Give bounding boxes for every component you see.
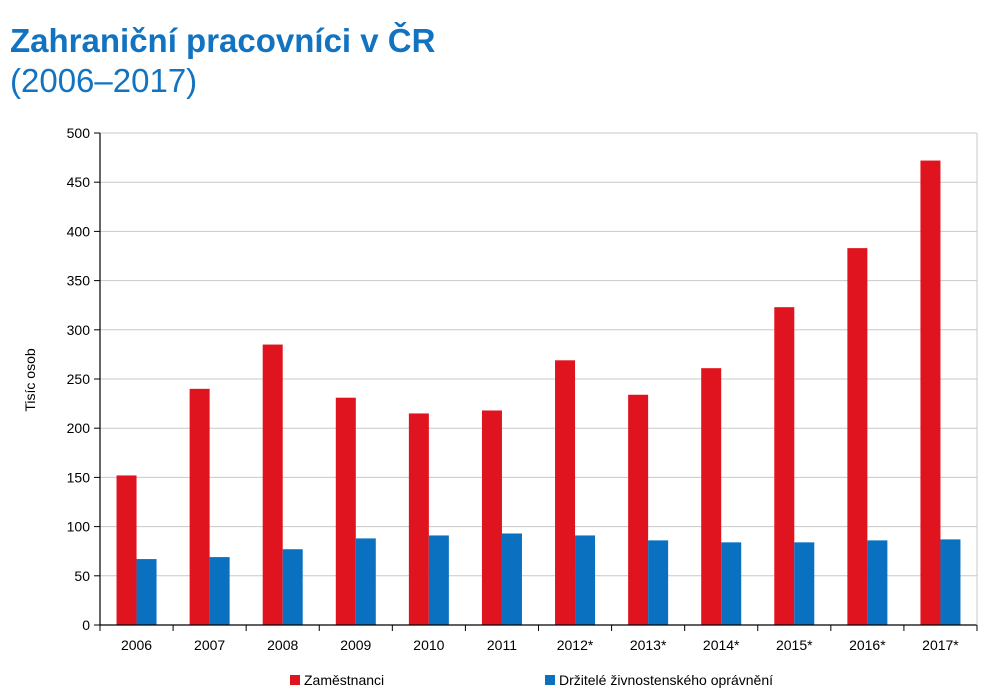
- bar-zamestnanci-2008: [262, 344, 283, 625]
- bar-zamestnanci-2010: [408, 413, 429, 625]
- bar-zamestnanci-2011: [481, 410, 502, 625]
- legend-swatch: [545, 675, 555, 685]
- y-tick-label: 450: [67, 174, 91, 190]
- x-tick-label: 2008: [267, 637, 298, 653]
- legend-swatch: [290, 675, 300, 685]
- legend: Zaměstnanci Držitelé živnostenského opráv…: [290, 672, 773, 688]
- x-tick-label: 2016*: [849, 637, 886, 653]
- bars: [116, 160, 961, 626]
- y-tick-label: 150: [67, 469, 91, 485]
- y-tick-label: 500: [67, 125, 91, 141]
- x-tick-label: 2015*: [776, 637, 813, 653]
- bar-zamestnanci-2009: [335, 397, 356, 625]
- y-tick-label: 200: [67, 420, 91, 436]
- x-tick-label: 2009: [340, 637, 371, 653]
- legend-label: Držitelé živnostenského oprávnění: [559, 672, 773, 688]
- y-tick-label: 100: [67, 519, 91, 535]
- bar-drzitele-2011: [501, 533, 522, 625]
- x-tick-label: 2011: [487, 637, 517, 653]
- axes: [99, 133, 978, 631]
- x-tick-label: 2006: [121, 637, 152, 653]
- y-tick-label: 400: [67, 223, 91, 239]
- bar-drzitele-2007: [209, 557, 230, 625]
- y-tick-label: 50: [74, 568, 90, 584]
- bar-drzitele-2010: [428, 535, 449, 625]
- chart-title: Zahraniční pracovníci v ČR: [10, 22, 436, 59]
- x-tick-label: 2013*: [630, 637, 667, 653]
- bar-drzitele-2017: [940, 539, 961, 625]
- y-tick-label: 0: [82, 617, 90, 633]
- bar-drzitele-2013: [648, 540, 669, 625]
- x-tick-label: 2012*: [557, 637, 594, 653]
- bar-zamestnanci-2007: [189, 388, 210, 625]
- bar-zamestnanci-2012: [555, 360, 576, 625]
- y-tick-labels: 0 50 100 150 200 250 300 350 400 450 500: [67, 125, 100, 633]
- bar-zamestnanci-2017: [920, 160, 941, 625]
- x-tick-label: 2010: [413, 637, 444, 653]
- bar-drzitele-2009: [355, 538, 376, 625]
- x-tick-labels: 2006 2007 2008 2009 2010 2011 2012* 2013* 2014* 2…: [121, 637, 959, 653]
- bar-zamestnanci-2013: [628, 394, 649, 625]
- bar-drzitele-2006: [136, 559, 157, 625]
- x-tick-label: 2007: [194, 637, 225, 653]
- bar-drzitele-2014: [721, 542, 742, 625]
- y-tick-label: 350: [67, 273, 91, 289]
- bar-zamestnanci-2014: [701, 368, 722, 625]
- gridlines: [100, 132, 977, 577]
- bar-drzitele-2012: [575, 535, 596, 625]
- bar-drzitele-2008: [282, 549, 303, 625]
- bar-zamestnanci-2016: [847, 248, 868, 626]
- bar-zamestnanci-2015: [774, 307, 795, 625]
- bar-drzitele-2016: [867, 540, 888, 625]
- y-axis-label: Tisíc osob: [22, 348, 38, 411]
- x-tick-label: 2017*: [922, 637, 959, 653]
- chart-subtitle: (2006–2017): [10, 62, 198, 99]
- legend-label: Zaměstnanci: [304, 672, 384, 688]
- bar-zamestnanci-2006: [116, 475, 137, 625]
- y-tick-label: 300: [67, 322, 91, 338]
- x-tick-label: 2014*: [703, 637, 740, 653]
- bar-drzitele-2015: [794, 542, 815, 625]
- y-tick-label: 250: [67, 371, 91, 387]
